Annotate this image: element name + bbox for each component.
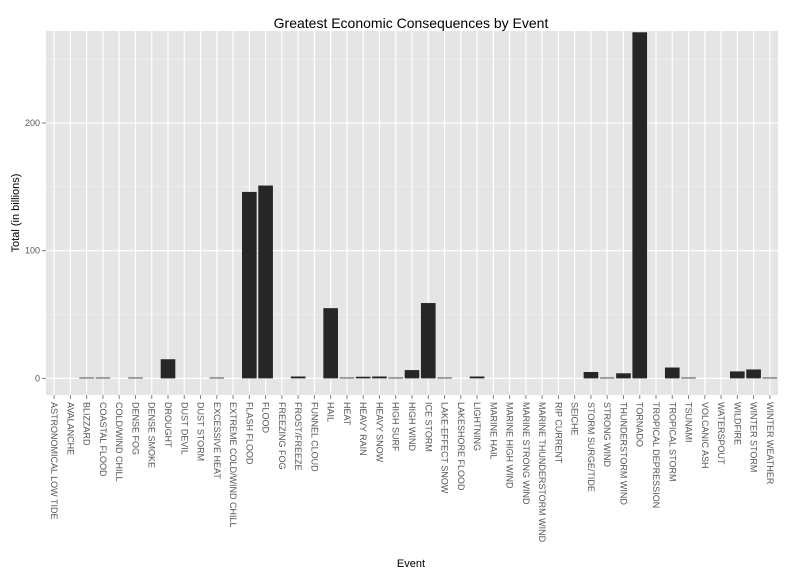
y-tick-label: 100 (25, 246, 40, 256)
x-tick-label: HEAVY SNOW (374, 402, 384, 463)
x-tick-label: LAKE-EFFECT SNOW (440, 402, 450, 494)
bar-heavy-rain (355, 376, 371, 379)
bars (79, 32, 778, 379)
x-tick-label: HEAT (342, 402, 352, 426)
x-tick-label: MARINE STRONG WIND (521, 402, 531, 505)
x-tick-label: RIP CURRENT (553, 402, 563, 464)
x-tick-label: TROPICAL STORM (667, 402, 677, 482)
x-tick-label: THUNDERSTORM WIND (618, 402, 628, 505)
bar-frost-freeze (290, 376, 306, 379)
x-tick-label: WINTER WEATHER (765, 402, 775, 485)
bar-heat (339, 377, 355, 379)
bar-tropical-storm (664, 367, 680, 379)
x-tick-label: HIGH SURF (391, 402, 401, 452)
bar-ice-storm (420, 303, 436, 379)
x-tick-label: ICE STORM (423, 402, 433, 452)
bar-winter-weather (762, 377, 778, 379)
x-tick-label: FUNNEL CLOUD (309, 402, 319, 472)
bar-flood (258, 185, 273, 379)
x-tick-label: COASTAL FLOOD (98, 402, 108, 477)
x-tick-label: AVALANCHE (65, 402, 75, 455)
x-tick-label: TROPICAL DEPRESSION (651, 402, 661, 508)
x-tick-label: HEAVY RAIN (358, 402, 368, 456)
x-tick-label: EXTREME COLD/WIND CHILL (228, 402, 238, 528)
y-tick-label: 0 (35, 373, 40, 383)
y-tick-label: 200 (25, 118, 40, 128)
bar-lake-effect-snow (437, 377, 452, 379)
x-tick-label: WINTER STORM (749, 402, 759, 472)
x-tick-label: FLASH FLOOD (244, 402, 254, 465)
bar-blizzard (79, 377, 94, 379)
x-tick-label: STORM SURGE/TIDE (586, 402, 596, 492)
bar-hail (323, 308, 338, 379)
x-tick-label: EXCESSIVE HEAT (212, 402, 222, 479)
bar-wildfire (730, 371, 745, 379)
bar-high-wind (404, 370, 420, 379)
bar-winter-storm (746, 369, 761, 379)
bar-storm-surge-tide (583, 372, 599, 379)
bar-thunderstorm-wind (616, 373, 631, 379)
bar-strong-wind (599, 377, 615, 379)
x-tick-label: LAKESHORE FLOOD (456, 402, 466, 491)
x-tick-label: HIGH WIND (407, 402, 417, 451)
x-tick-label: TORNADO (635, 402, 645, 447)
bar-high-surf (388, 377, 404, 379)
x-tick-label: FLOOD (261, 402, 271, 434)
x-tick-label: DUST DEVIL (179, 402, 189, 455)
y-axis-title: Total (in billions) (10, 174, 22, 253)
x-tick-label: BLIZZARD (82, 402, 92, 446)
x-tick-label: FREEZING FOG (277, 402, 287, 470)
x-tick-label: FROST/FREEZE (293, 402, 303, 471)
bar-excessive-heat (209, 377, 225, 379)
x-tick-label: STRONG WIND (602, 402, 612, 467)
bar-lightning (469, 376, 485, 379)
x-tick-label: DENSE SMOKE (147, 402, 157, 468)
bar-coastal-flood (95, 377, 111, 379)
x-tick-label: DENSE FOG (130, 402, 140, 455)
bar-dense-fog (128, 377, 143, 379)
x-tick-label: WILDFIRE (732, 402, 742, 445)
bar-tsunami (681, 377, 696, 379)
bar-flash-flood (242, 191, 257, 379)
x-tick-label: WATERSPOUT (716, 402, 726, 465)
x-tick-label: LIGHTNING (472, 402, 482, 451)
x-tick-label: ASTRONOMICAL LOW TIDE (49, 402, 59, 520)
x-tick-label: SEICHE (570, 402, 580, 436)
x-axis-title: Event (397, 558, 425, 570)
bar-tornado (632, 32, 648, 379)
chart-title: Greatest Economic Consequences by Event (274, 15, 549, 31)
x-axis-ticks: ASTRONOMICAL LOW TIDE AVALANCHE BLIZZARD CO… (49, 395, 775, 543)
x-tick-label: VOLCANIC ASH (700, 402, 710, 469)
bar-drought (160, 359, 176, 379)
x-tick-label: MARINE HAIL (488, 402, 498, 460)
x-tick-label: COLD/WIND CHILL (114, 402, 124, 482)
x-tick-label: MARINE HIGH WIND (505, 402, 515, 489)
x-tick-label: HAIL (326, 402, 336, 422)
x-tick-label: DUST STORM (196, 402, 206, 461)
x-tick-label: MARINE THUNDERSTORM WIND (537, 402, 547, 543)
x-tick-label: DROUGHT (163, 402, 173, 448)
x-tick-label: TSUNAMI (684, 402, 694, 443)
y-axis-ticks: 0 100 200 (25, 118, 46, 383)
bar-heavy-snow (372, 376, 387, 379)
